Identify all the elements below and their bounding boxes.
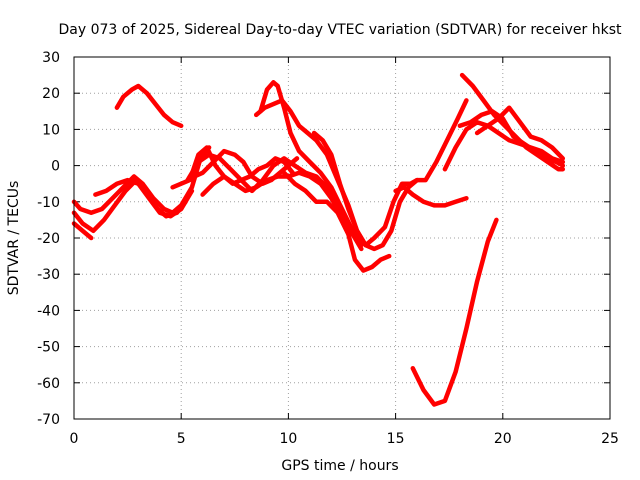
y-tick-label: -30: [37, 267, 60, 283]
series-line-arc-09: [200, 170, 364, 252]
x-axis-label: GPS time / hours: [281, 458, 398, 474]
series-line-arc-03: [71, 221, 94, 241]
series-line-arc-04: [93, 177, 195, 219]
x-tick-label: 5: [177, 431, 186, 447]
series-line-arc-15: [410, 217, 499, 407]
x-tick-label: 25: [601, 431, 619, 447]
series-line-arc-10: [258, 80, 364, 248]
y-tick-label: 0: [51, 159, 60, 175]
grid: [74, 57, 610, 419]
series-line-arc-18: [459, 72, 566, 172]
y-tick-label: 10: [42, 122, 60, 138]
series-line-arc-12: [281, 170, 392, 273]
x-tick-label: 20: [494, 431, 512, 447]
series-line-arc-17: [457, 109, 566, 168]
series-line-arc-14: [393, 185, 469, 208]
series-line-arc-19: [474, 105, 566, 161]
x-tick-label: 15: [387, 431, 405, 447]
plot-frame: [73, 56, 611, 420]
chart-title: Day 073 of 2025, Sidereal Day-to-day VTE…: [59, 22, 622, 38]
x-tick-labels: 0 5 10 15 20 25: [70, 431, 619, 447]
series-line-arc-08: [191, 148, 300, 186]
series-line-arc-05: [114, 83, 184, 129]
series-line-arc-13: [311, 98, 469, 252]
y-tick-label: -40: [37, 303, 60, 319]
y-tick-label: -10: [37, 195, 60, 211]
y-tick-labels: -70 -60 -50 -40 -30 -20 -10 0 10 20 30: [37, 50, 60, 428]
y-axis-label: SDTVAR / TECUs: [6, 181, 22, 296]
series-line-arc-16: [442, 119, 566, 172]
x-tick-label: 10: [279, 431, 297, 447]
series-group: [71, 72, 566, 407]
x-tick-label: 0: [70, 431, 79, 447]
y-tick-label: 30: [42, 50, 60, 66]
series-line-arc-02: [71, 177, 188, 234]
y-tick-label: 20: [42, 86, 60, 102]
series-line-arc-07: [185, 152, 370, 248]
y-tick-label: -50: [37, 340, 60, 356]
y-tick-label: -20: [37, 231, 60, 247]
y-tick-label: -60: [37, 376, 60, 392]
y-tick-label: -70: [37, 412, 60, 428]
